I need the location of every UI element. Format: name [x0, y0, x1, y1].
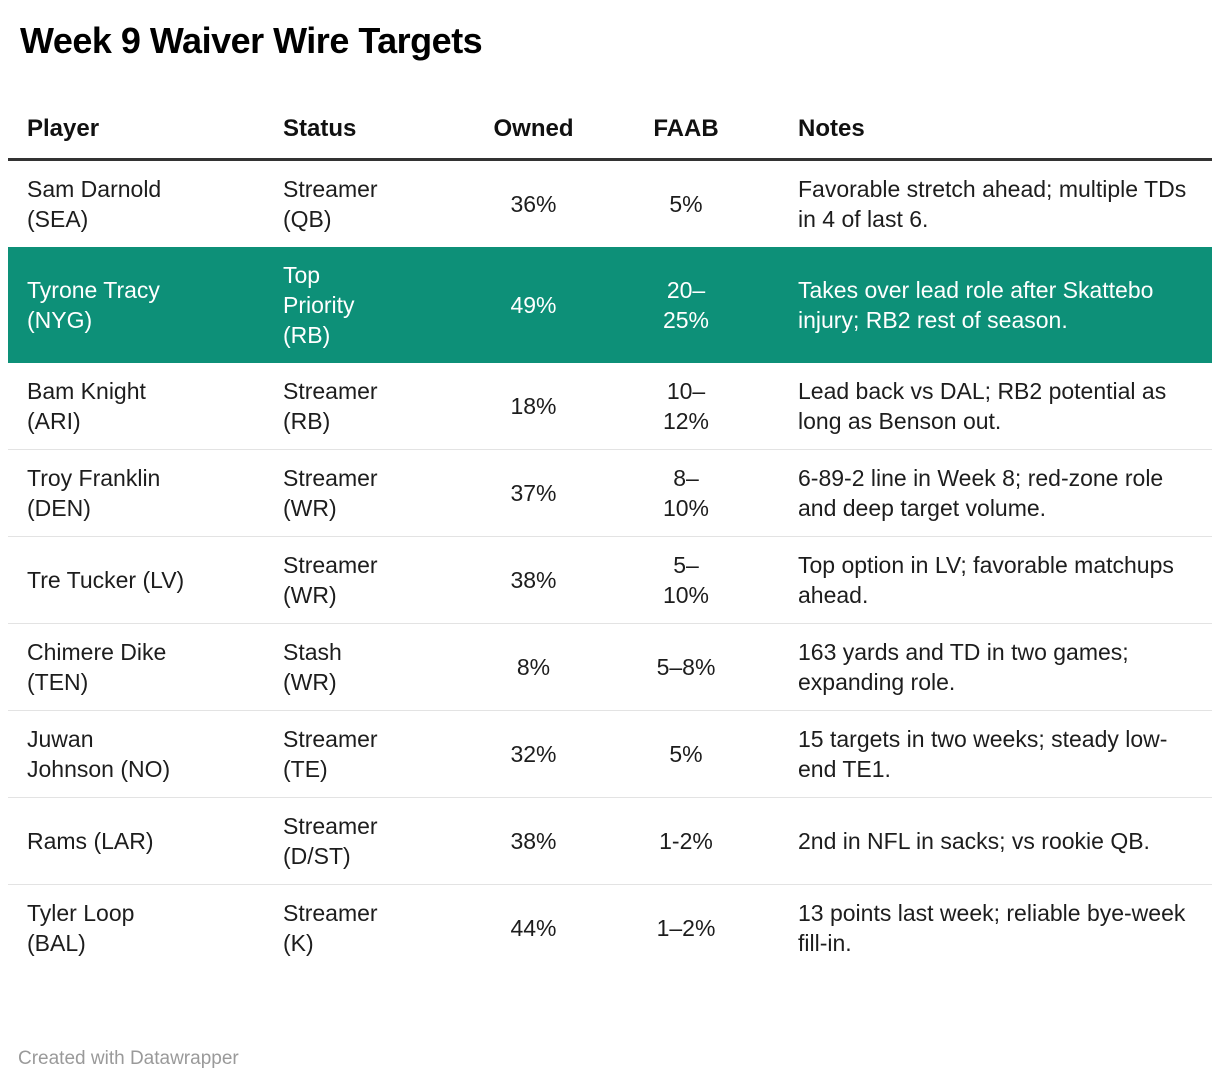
- datawrapper-attribution[interactable]: Created with Datawrapper: [18, 1048, 239, 1069]
- table-row: Tre Tucker (LV) Streamer (WR) 38% 5– 10%…: [8, 537, 1212, 624]
- player-cell: Chimere Dike (TEN): [27, 639, 167, 696]
- column-header-status: Status: [283, 115, 357, 143]
- table-row: Troy Franklin (DEN) Streamer (WR) 37% 8–…: [8, 450, 1212, 537]
- status-cell: Streamer (D/ST): [283, 813, 378, 870]
- column-header-notes: Notes: [798, 115, 865, 143]
- table-row-highlighted: Tyrone Tracy (NYG) Top Priority (RB) 49%…: [8, 247, 1212, 364]
- waiver-wire-table: Player Status Owned FAAB Notes Sam Darno…: [8, 115, 1212, 971]
- notes-cell: Top option in LV; favorable matchups ahe…: [798, 552, 1174, 609]
- owned-cell: 44%: [510, 915, 557, 942]
- notes-cell: 13 points last week; reliable bye-week f…: [798, 900, 1186, 957]
- column-header-faab: FAAB: [653, 115, 719, 143]
- faab-cell: 5–8%: [656, 654, 716, 681]
- notes-cell: Takes over lead role after Skattebo inju…: [798, 277, 1154, 334]
- table-row: Juwan Johnson (NO) Streamer (TE) 32% 5% …: [8, 711, 1212, 798]
- faab-cell: 5– 10%: [662, 552, 710, 609]
- owned-cell: 18%: [510, 393, 557, 420]
- table-row: Sam Darnold (SEA) Streamer (QB) 36% 5% F…: [8, 160, 1212, 248]
- owned-cell: 36%: [510, 191, 557, 218]
- faab-cell: 5%: [669, 191, 703, 218]
- player-cell: Sam Darnold (SEA): [27, 176, 162, 233]
- faab-cell: 10– 12%: [662, 378, 710, 435]
- notes-cell: Lead back vs DAL; RB2 potential as long …: [798, 378, 1167, 435]
- notes-cell: 2nd in NFL in sacks; vs rookie QB.: [798, 828, 1150, 855]
- player-cell: Bam Knight (ARI): [27, 378, 146, 435]
- status-cell: Streamer (RB): [283, 378, 378, 435]
- owned-cell: 38%: [510, 567, 557, 594]
- player-cell: Rams (LAR): [27, 828, 154, 855]
- owned-cell: 37%: [510, 480, 557, 507]
- notes-cell: Favorable stretch ahead; multiple TDs in…: [798, 176, 1187, 233]
- table-row: Rams (LAR) Streamer (D/ST) 38% 1-2% 2nd …: [8, 798, 1212, 885]
- status-cell: Stash (WR): [283, 639, 342, 696]
- status-cell: Streamer (WR): [283, 552, 378, 609]
- notes-cell: 6-89-2 line in Week 8; red-zone role and…: [798, 465, 1164, 522]
- faab-cell: 20– 25%: [662, 277, 710, 334]
- faab-cell: 8– 10%: [662, 465, 710, 522]
- owned-cell: 49%: [510, 292, 557, 319]
- player-cell: Tre Tucker (LV): [27, 567, 185, 594]
- player-cell: Troy Franklin (DEN): [27, 465, 161, 522]
- faab-cell: 1-2%: [659, 828, 713, 855]
- table-row: Tyler Loop (BAL) Streamer (K) 44% 1–2% 1…: [8, 885, 1212, 972]
- notes-cell: 15 targets in two weeks; steady low-end …: [798, 726, 1168, 783]
- notes-cell: 163 yards and TD in two games; expanding…: [798, 639, 1129, 696]
- player-cell: Tyler Loop (BAL): [27, 900, 135, 957]
- column-header-player: Player: [27, 115, 100, 143]
- player-cell: Tyrone Tracy (NYG): [27, 277, 160, 334]
- status-cell: Streamer (WR): [283, 465, 378, 522]
- faab-cell: 5%: [669, 741, 703, 768]
- owned-cell: 32%: [510, 741, 557, 768]
- status-cell: Streamer (TE): [283, 726, 378, 783]
- page-title: Week 9 Waiver Wire Targets: [20, 20, 483, 61]
- status-cell: Streamer (QB): [283, 176, 378, 233]
- column-header-owned: Owned: [493, 115, 574, 143]
- player-cell: Juwan Johnson (NO): [27, 726, 171, 783]
- status-cell: Top Priority (RB): [283, 262, 355, 349]
- faab-cell: 1–2%: [656, 915, 716, 942]
- table-header-row: Player Status Owned FAAB Notes: [8, 115, 1212, 160]
- table-row: Bam Knight (ARI) Streamer (RB) 18% 10– 1…: [8, 363, 1212, 450]
- status-cell: Streamer (K): [283, 900, 378, 957]
- owned-cell: 38%: [510, 828, 557, 855]
- owned-cell: 8%: [516, 654, 551, 681]
- table-row: Chimere Dike (TEN) Stash (WR) 8% 5–8% 16…: [8, 624, 1212, 711]
